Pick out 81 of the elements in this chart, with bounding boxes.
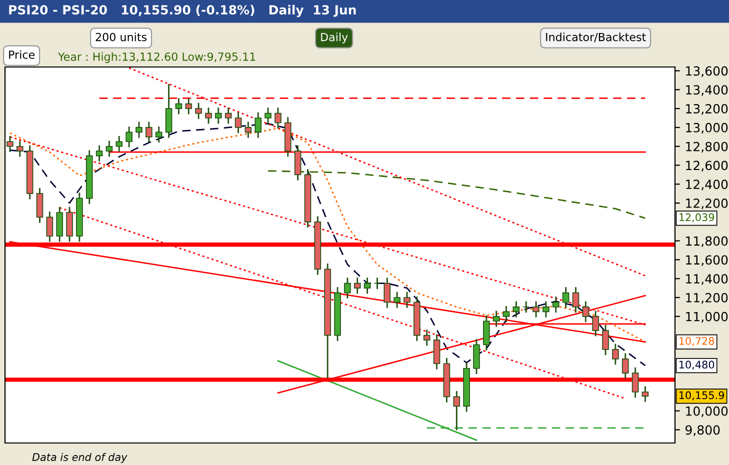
- chart-title: PSI20 - PSI-20 10,155.90 (-0.18%) Daily 13 Jun: [9, 4, 356, 18]
- candlestick: [175, 97, 182, 115]
- candlestick: [234, 112, 242, 134]
- candlestick: [512, 300, 520, 318]
- candlestick: [56, 206, 63, 242]
- candlestick: [502, 305, 510, 323]
- candlestick: [642, 386, 649, 403]
- candlestick: [562, 286, 570, 309]
- candlestick: [126, 126, 132, 148]
- y-tick-label: 11,000: [686, 312, 728, 323]
- y-tick-label: 10,000: [686, 406, 728, 418]
- candlestick: [582, 300, 590, 323]
- candlestick: [404, 291, 410, 309]
- candlestick: [344, 276, 351, 300]
- candlestick: [374, 276, 381, 290]
- text: Price: [9, 50, 35, 59]
- candlestick: [146, 121, 152, 144]
- y-tick-label: 13,200: [686, 104, 728, 115]
- candlestick: [602, 324, 609, 356]
- y-tick-label: 9,800: [686, 425, 720, 436]
- candlestick: [542, 300, 550, 318]
- text: 10,728: [679, 337, 714, 346]
- candlestick: [254, 112, 262, 139]
- text: 10,155.9: [679, 391, 724, 400]
- candlestick: [274, 106, 282, 130]
- candlestick: [622, 352, 629, 380]
- y-tick-label: 12,200: [686, 198, 728, 210]
- y-tick-label: 11,200: [686, 292, 728, 304]
- line-series: [267, 170, 646, 219]
- candlestick: [492, 310, 500, 328]
- text: Daily: [321, 32, 348, 44]
- candlestick: [364, 276, 371, 294]
- candlestick: [483, 314, 490, 352]
- candlestick: [195, 102, 202, 120]
- candlestick: [205, 106, 212, 124]
- candlestick: [96, 144, 103, 162]
- candlestick: [592, 310, 599, 337]
- candlestick: [612, 343, 619, 366]
- candlestick: [215, 106, 222, 124]
- y-tick-label: 11,400: [686, 274, 728, 285]
- candlestick: [423, 328, 430, 346]
- y-tick-label: 12,800: [686, 142, 728, 153]
- candlestick: [224, 106, 232, 124]
- candlestick: [185, 97, 192, 115]
- y-tick-label: 11,600: [686, 255, 728, 266]
- text: 200 units: [96, 32, 147, 42]
- candlestick: [453, 390, 460, 431]
- text: 10,480: [679, 360, 714, 370]
- y-tick-label: 13,000: [686, 122, 728, 134]
- candlestick: [473, 338, 480, 375]
- candlestick: [16, 140, 24, 158]
- candlestick: [116, 135, 123, 153]
- candlestick: [36, 187, 44, 224]
- text: 12,039: [679, 213, 714, 222]
- text: Data is end of day: [32, 452, 128, 464]
- candlestick: [394, 291, 400, 309]
- y-tick-label: 11,800: [686, 236, 728, 248]
- candlestick: [155, 126, 162, 144]
- candlestick: [532, 300, 540, 318]
- candlestick: [6, 135, 14, 153]
- candlestick: [46, 210, 54, 242]
- text: Indicator/Backtest: [546, 32, 646, 42]
- candlestick: [136, 121, 142, 139]
- y-tick-label: 13,400: [686, 85, 728, 96]
- candlestick: [552, 296, 560, 314]
- candlestick: [384, 276, 391, 309]
- candlestick: [264, 106, 272, 124]
- candlestick: [294, 144, 302, 182]
- candlestick: [433, 334, 440, 370]
- candlestick: [165, 83, 172, 139]
- y-tick-label: 12,600: [686, 160, 728, 172]
- y-tick-label: 13,600: [686, 66, 728, 77]
- candlestick: [572, 286, 580, 314]
- candlestick: [522, 300, 530, 314]
- y-tick-label: 12,400: [686, 180, 728, 190]
- candlestick: [66, 206, 73, 242]
- candlestick: [106, 140, 113, 158]
- candlestick: [632, 366, 639, 398]
- candlestick: [244, 121, 252, 139]
- candlestick: [354, 276, 361, 294]
- text: Year : High:13,112.60 Low:9,795.11: [58, 52, 256, 63]
